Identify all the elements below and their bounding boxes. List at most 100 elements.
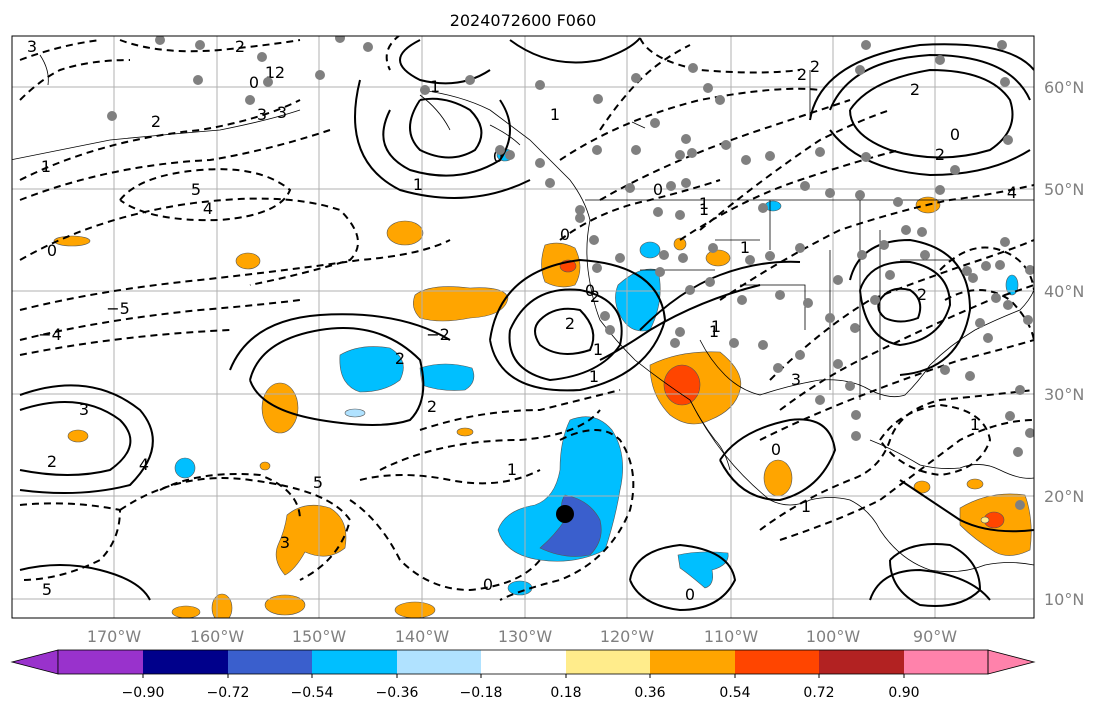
station-dot <box>685 285 695 295</box>
contour-label: 1 <box>507 460 517 479</box>
station-dot <box>965 371 975 381</box>
contour-label: −4 <box>38 325 62 344</box>
station-dot <box>950 165 960 175</box>
shaded-area <box>275 504 347 576</box>
contour-label: 1 <box>699 200 709 219</box>
station-dot <box>505 150 515 160</box>
shaded-area <box>639 241 661 259</box>
contour-label: 2 <box>565 314 575 333</box>
station-dot <box>850 323 860 333</box>
station-dot <box>653 207 663 217</box>
station-dot <box>1013 447 1023 457</box>
shaded-area <box>394 601 436 618</box>
station-dot <box>1025 265 1034 275</box>
contour-positive <box>354 79 531 199</box>
contour-negative <box>559 179 721 241</box>
contour-label: 1 <box>711 317 721 336</box>
contour-label: 2 <box>590 287 600 306</box>
colorbar <box>10 649 1036 675</box>
station-dot <box>593 94 603 104</box>
contour-label: 1 <box>970 415 980 434</box>
contour-label: 1 <box>41 157 51 176</box>
lon-label: 140°W <box>395 627 450 646</box>
contour-positive <box>489 258 667 392</box>
figure-title: 2024072600 F060 <box>450 11 597 30</box>
contour-negative <box>879 403 992 477</box>
station-dot <box>335 36 345 43</box>
contour-negative <box>119 168 292 222</box>
colorbar-segment <box>735 650 819 674</box>
station-dot <box>600 311 610 321</box>
colorbar-segment <box>397 650 481 674</box>
station-dot <box>535 158 545 168</box>
station-dot <box>363 42 373 52</box>
contour-label: 0 <box>493 147 503 166</box>
contour-positive <box>409 97 483 159</box>
storm-center-marker <box>556 505 574 523</box>
contour-positive <box>534 307 595 355</box>
colorbar-extend-high <box>987 649 1036 675</box>
colorbar-tick-label: −0.54 <box>291 685 334 701</box>
colorbar-tick-label: −0.36 <box>376 685 419 701</box>
shaded-area <box>456 427 474 437</box>
station-dot <box>741 155 751 165</box>
station-dot <box>625 183 635 193</box>
station-dot <box>420 85 430 95</box>
lat-label: 20°N <box>1044 487 1084 506</box>
lat-label: 30°N <box>1044 385 1084 404</box>
longitude-labels: 170°W 160°W 150°W 140°W 130°W 120°W 110°W 100°W… <box>87 627 957 646</box>
contour-label: 0 <box>950 125 960 144</box>
station-dot <box>631 73 641 83</box>
contour-positive <box>629 543 737 612</box>
contour-label: 1 <box>430 77 440 96</box>
colorbar-segment <box>228 650 312 674</box>
contour-label: 4 <box>203 199 213 218</box>
contour-positive <box>599 284 761 361</box>
contour-negative <box>385 36 401 71</box>
station-dot <box>795 243 805 253</box>
coastlines-and-borders <box>12 54 1034 573</box>
colorbar-tick-label: −0.90 <box>122 685 165 701</box>
coastline <box>740 284 806 330</box>
contour-label: −2 <box>426 325 450 344</box>
contour-positive <box>19 401 132 476</box>
contour-negative <box>379 409 601 471</box>
contour-negative <box>19 299 301 341</box>
shaded-area <box>1005 274 1019 296</box>
lat-label: 40°N <box>1044 282 1084 301</box>
station-dot <box>678 253 688 263</box>
shaded-area <box>344 408 366 418</box>
station-dot <box>589 235 599 245</box>
station-dot <box>885 270 895 280</box>
station-dot <box>825 188 835 198</box>
station-dot <box>705 277 715 287</box>
contour-positive <box>639 260 801 331</box>
station-dot <box>592 145 602 155</box>
contour-label: 2 <box>935 145 945 164</box>
shaded-area <box>174 457 196 479</box>
contour-positive <box>849 68 1014 159</box>
station-dot <box>975 318 985 328</box>
shaded-area <box>67 429 89 443</box>
station-dot <box>940 365 950 375</box>
station-dot <box>688 63 698 73</box>
station-dot <box>833 275 843 285</box>
coastline <box>699 289 1034 398</box>
station-dot <box>815 147 825 157</box>
shaded-anomaly-areas <box>53 148 1032 618</box>
contour-label: 1 <box>801 497 811 516</box>
station-dot <box>1000 77 1010 87</box>
station-dot <box>795 350 805 360</box>
contour-label: 5 <box>313 473 323 492</box>
contour-label: 3 <box>280 533 290 552</box>
contour-positive <box>829 129 1031 177</box>
contour-negative <box>559 87 821 161</box>
station-dot <box>535 80 545 90</box>
station-dot <box>681 178 691 188</box>
station-dot <box>670 338 680 348</box>
lon-label: 90°W <box>913 627 957 646</box>
contour-label: 0 <box>47 241 57 260</box>
latitude-labels: 60°N 50°N 40°N 30°N 20°N 10°N <box>1044 78 1084 609</box>
lon-label: 130°W <box>498 627 553 646</box>
